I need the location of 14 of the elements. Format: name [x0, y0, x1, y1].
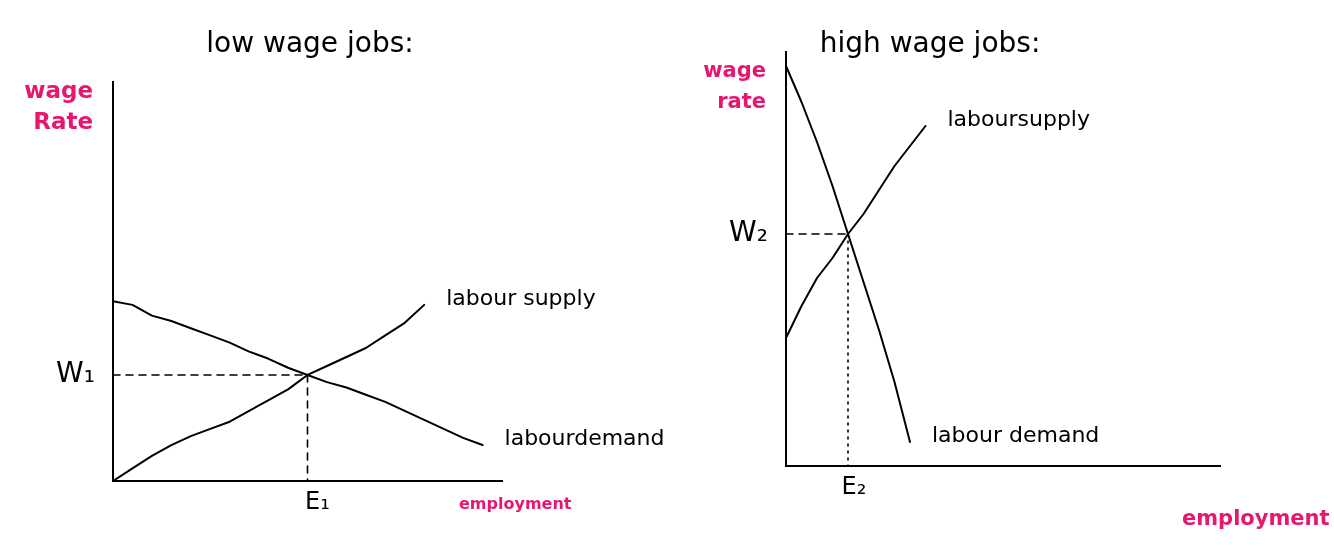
- chart-title: high wage jobs:: [819, 26, 1041, 60]
- x-axis-title: employment: [1182, 506, 1330, 531]
- y-axis-title: wage rate: [703, 58, 766, 114]
- text: E₁: [305, 487, 330, 516]
- ref-line-label: W₂: [729, 215, 768, 249]
- text: E₂: [841, 472, 867, 501]
- series-label: labourdemand: [504, 424, 665, 450]
- series-label: labour supply: [446, 284, 596, 310]
- series-label: labour demand: [932, 421, 1100, 447]
- x-axis-title: employment: [459, 494, 572, 514]
- series-label: laboursupply: [947, 105, 1090, 131]
- y-axis-title: wage Rate: [24, 76, 93, 134]
- ref-line-label: W₁: [56, 356, 95, 390]
- chart-title: low wage jobs:: [206, 26, 414, 60]
